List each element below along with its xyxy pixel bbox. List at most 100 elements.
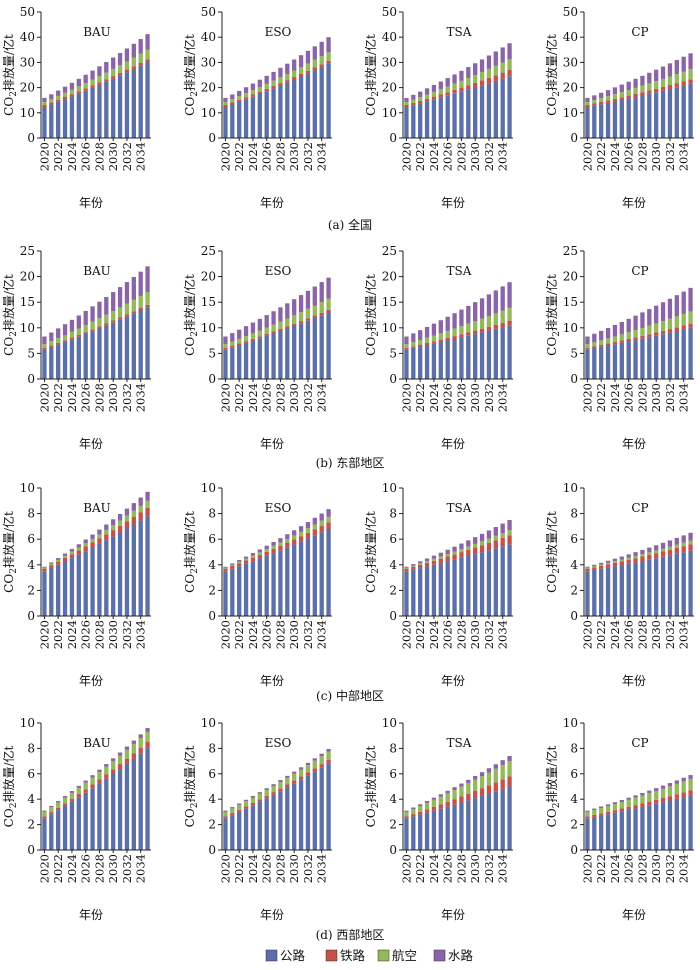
x-tick-label: 2020 [37, 620, 51, 649]
bar-segment [56, 561, 61, 565]
bar-segment [493, 51, 498, 66]
bar-segment [271, 786, 276, 793]
bar-segment [117, 65, 123, 73]
bar-segment [486, 315, 492, 327]
bar-segment [660, 556, 666, 616]
y-tick-label: 10 [563, 106, 578, 120]
bar-segment [674, 316, 679, 328]
bar-segment [69, 548, 75, 552]
bar-segment [292, 780, 297, 784]
bar-segment [56, 801, 61, 803]
panel-title: TSA [447, 501, 472, 515]
bar-segment [117, 72, 123, 76]
bar-segment [285, 775, 290, 778]
bar-segment [138, 62, 143, 66]
bar-segment [62, 796, 68, 798]
bar-segment [117, 769, 123, 850]
bar-segment [411, 333, 416, 343]
bar-segment [438, 94, 443, 98]
bar-segment [145, 507, 150, 517]
bar-segment [500, 47, 505, 63]
bar-segment [76, 328, 81, 335]
bar-segment [292, 70, 297, 78]
bar-segment [674, 783, 679, 795]
bar-segment [612, 324, 618, 337]
bar-segment [42, 818, 47, 850]
x-tick-label: 2024 [65, 620, 79, 649]
chart-panel-tsa: 0 2 4 6 8 10 2020 2022 2024 2026 2028 2030 2032 2034 年… [363, 481, 513, 688]
bar-segment [76, 547, 81, 551]
bar-segment [473, 791, 478, 799]
bar-segment [660, 548, 666, 552]
x-tick-label: 2034 [496, 620, 510, 649]
bar-segment [90, 534, 95, 539]
bar-segment [585, 571, 590, 616]
bar-segment [69, 319, 75, 332]
bar-segment [424, 94, 430, 99]
bar-segment [326, 759, 331, 764]
x-tick-label: 2022 [232, 620, 246, 649]
bar-segment [237, 90, 242, 97]
bar-segment [640, 803, 645, 807]
y-tick-label: 0 [389, 131, 397, 145]
bar-segment [500, 322, 505, 328]
bar-segment [292, 539, 297, 545]
bar-segment [145, 728, 150, 732]
x-axis-label: 年份 [79, 196, 103, 210]
bar-segment [486, 77, 492, 84]
bar-segment [424, 342, 430, 346]
bar-segment [674, 537, 679, 545]
bar-segment [250, 340, 256, 379]
bar-segment [76, 315, 81, 329]
bar-segment [69, 96, 75, 138]
bar-segment [592, 816, 597, 850]
bar-segment [250, 322, 256, 334]
bar-segment [466, 793, 471, 801]
x-tick-label: 2030 [287, 142, 301, 171]
x-tick-label: 2028 [454, 620, 468, 649]
bar-segment [404, 97, 409, 102]
bar-segment [243, 99, 249, 138]
y-tick-label: 0 [389, 843, 397, 857]
x-tick-label: 2028 [273, 620, 287, 649]
x-tick-label: 2032 [482, 142, 496, 171]
x-tick-label: 2026 [260, 142, 274, 171]
bar-segment [90, 775, 95, 778]
x-tick-label: 2024 [65, 142, 79, 171]
bar-segment [466, 556, 471, 616]
bar-segment [237, 343, 242, 346]
bar-segment [667, 555, 673, 616]
bar-segment [418, 97, 423, 101]
bar-segment [223, 816, 228, 819]
bar-segment [49, 562, 54, 564]
x-tick-label: 2034 [134, 383, 148, 412]
bar-segment [76, 797, 81, 850]
x-tick-label: 2022 [413, 142, 427, 171]
bar-segment [681, 781, 686, 793]
x-tick-label: 2030 [106, 620, 120, 649]
bar-segment [326, 522, 331, 529]
bar-segment [660, 330, 666, 335]
bar-segment [104, 296, 109, 315]
bar-segment [612, 94, 618, 99]
bar-segment [592, 808, 597, 811]
bar-segment [223, 811, 228, 817]
bar-segment [647, 805, 652, 850]
x-tick-label: 2034 [315, 620, 329, 649]
bar-segment [326, 60, 331, 64]
bar-segment [626, 563, 631, 616]
bar-segment [411, 94, 416, 100]
bar-segment [264, 555, 269, 616]
bar-segment [688, 79, 693, 84]
bar-segment [619, 342, 624, 379]
bar-segment [452, 74, 457, 84]
x-tick-label: 2028 [92, 854, 106, 883]
bar-segment [466, 800, 471, 850]
bar-segment [271, 553, 276, 616]
x-tick-label: 2030 [468, 854, 482, 883]
bar-segment [674, 780, 679, 784]
bar-segment [49, 805, 54, 808]
chart-panel-eso: 0 2 4 6 8 10 2020 2022 2024 2026 2028 2030 2032 2034 年… [182, 481, 332, 688]
y-tick-label: 40 [382, 30, 397, 44]
x-tick-label: 2026 [622, 620, 636, 649]
